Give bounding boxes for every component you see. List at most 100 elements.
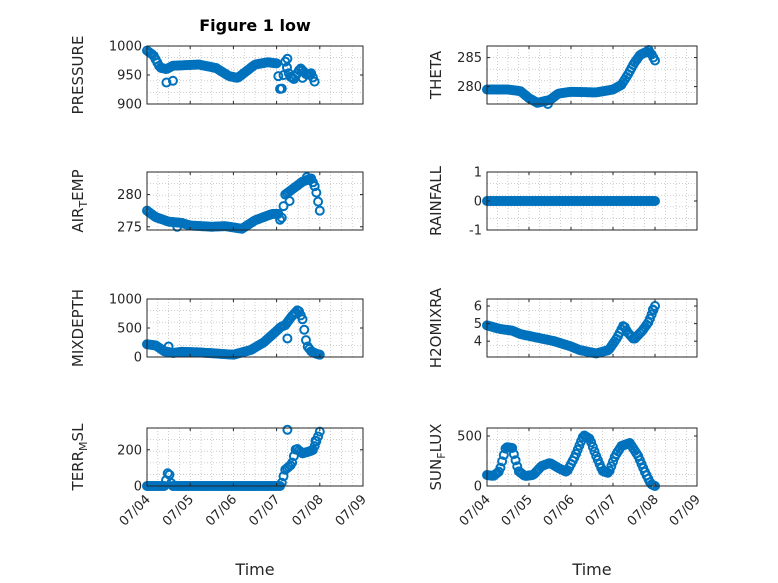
x-axis-label: Time <box>571 560 611 579</box>
y-axis-label: SUNFLUX <box>427 424 448 491</box>
data-point <box>276 212 287 223</box>
data-point <box>287 457 298 468</box>
data-point <box>647 304 658 315</box>
data-point <box>161 77 172 88</box>
data-point <box>508 449 519 460</box>
subplot-terr-msl: 0 200 07/04 07/05 07/06 07/07 07/08 07/09 Time TE… <box>69 423 370 579</box>
y-tick-label: 1 <box>474 166 482 181</box>
y-axis-label: H2OMIXRA <box>427 287 445 368</box>
data-point <box>301 172 312 183</box>
data-point <box>162 468 173 479</box>
data-point <box>314 205 325 216</box>
data-point <box>310 435 321 446</box>
x-tick-label: 07/04 <box>117 492 154 529</box>
x-tick-label: 07/08 <box>290 492 327 529</box>
y-tick-label: 0 <box>134 480 142 495</box>
axes-border <box>486 427 698 487</box>
y-tick-label: 0 <box>134 351 142 366</box>
x-tick-label: 07/07 <box>246 492 283 529</box>
data-point <box>163 341 174 352</box>
data-point <box>291 308 302 319</box>
x-tick-label: 07/06 <box>541 492 578 529</box>
x-tick-label: 07/09 <box>333 492 370 529</box>
data-point <box>606 461 617 472</box>
y-tick-label: 280 <box>117 188 142 203</box>
x-tick-label: 07/04 <box>457 492 494 529</box>
subplot-theta: 280 285 THETA <box>427 45 698 109</box>
y-tick-label: 6 <box>474 300 482 315</box>
subplot-rainfall: -1 0 1 RAINFALL <box>427 165 698 239</box>
y-axis-label: TERRMSL <box>69 423 90 492</box>
y-axis-label: THETA <box>427 50 445 100</box>
subplot-air-temp: 275 280 AIRTEMP <box>69 169 364 235</box>
y-axis-label: PRESSURE <box>69 36 87 115</box>
y-tick-label: 4 <box>474 335 482 350</box>
y-axis-label: RAINFALL <box>427 165 445 236</box>
y-tick-label: 275 <box>117 220 142 235</box>
data-point <box>586 437 597 448</box>
y-tick-label: 500 <box>117 322 142 337</box>
data-point <box>273 71 284 82</box>
subplot-h2omixra: 4 5 6 H2OMIXRA <box>427 287 698 368</box>
data-point <box>309 181 320 192</box>
data-point <box>282 424 293 435</box>
data-point <box>650 55 660 66</box>
x-tick-label: 07/05 <box>160 492 197 529</box>
data-point <box>498 450 509 460</box>
y-tick-label: 0 <box>474 195 482 210</box>
data-point <box>300 335 311 346</box>
axes-border <box>146 171 364 231</box>
y-tick-label: 5 <box>474 317 482 332</box>
data-point <box>278 471 289 482</box>
data-point <box>299 324 310 335</box>
y-tick-label: 500 <box>457 430 482 445</box>
axes-border <box>486 45 698 105</box>
data-point <box>309 441 320 452</box>
x-tick-label: 07/08 <box>625 492 662 529</box>
data-point <box>589 446 600 457</box>
axes-box <box>146 427 364 487</box>
y-tick-label: 950 <box>117 69 142 84</box>
data-point <box>495 462 506 473</box>
data-point <box>587 441 598 452</box>
y-axis-label: MIXDEPTH <box>69 289 87 367</box>
data-point <box>510 455 521 466</box>
data-point <box>282 333 293 344</box>
x-tick-label: 07/06 <box>203 492 240 529</box>
data-point <box>276 477 287 488</box>
data-point <box>278 201 289 212</box>
data-point <box>313 196 324 207</box>
data-point <box>167 75 178 86</box>
axes-box <box>146 45 364 105</box>
y-tick-label: 285 <box>457 51 482 66</box>
data-point <box>507 443 518 453</box>
chart-title: Figure 1 low <box>199 16 311 35</box>
y-tick-label: 1000 <box>109 40 142 55</box>
x-tick-label: 07/05 <box>499 492 536 529</box>
data-point <box>297 314 308 325</box>
y-tick-label: 1000 <box>109 293 142 308</box>
data-point <box>284 196 295 206</box>
data-point <box>604 465 615 476</box>
data-point <box>650 196 660 206</box>
data-point <box>275 214 286 225</box>
data-point <box>282 53 293 64</box>
x-tick-label: 07/07 <box>583 492 620 529</box>
subplot-mixdepth: 0 500 1000 MIXDEPTH <box>69 289 364 367</box>
data-point <box>297 72 308 83</box>
y-axis-label: AIRTEMP <box>69 169 90 232</box>
x-axis-label: Time <box>234 560 274 579</box>
axes-border <box>486 298 698 358</box>
axes-border <box>146 427 364 487</box>
y-tick-label: 280 <box>457 80 482 95</box>
data-point <box>311 187 322 198</box>
y-tick-label: 900 <box>117 98 142 113</box>
data-point <box>619 322 630 333</box>
subplot-pressure: 900 950 1000 PRESSURE Figure 1 low <box>69 16 364 115</box>
x-tick-label: 07/09 <box>667 492 704 529</box>
data-point <box>172 221 183 232</box>
data-point <box>276 83 287 94</box>
data-point <box>309 76 320 87</box>
y-tick-label: -1 <box>469 224 482 239</box>
